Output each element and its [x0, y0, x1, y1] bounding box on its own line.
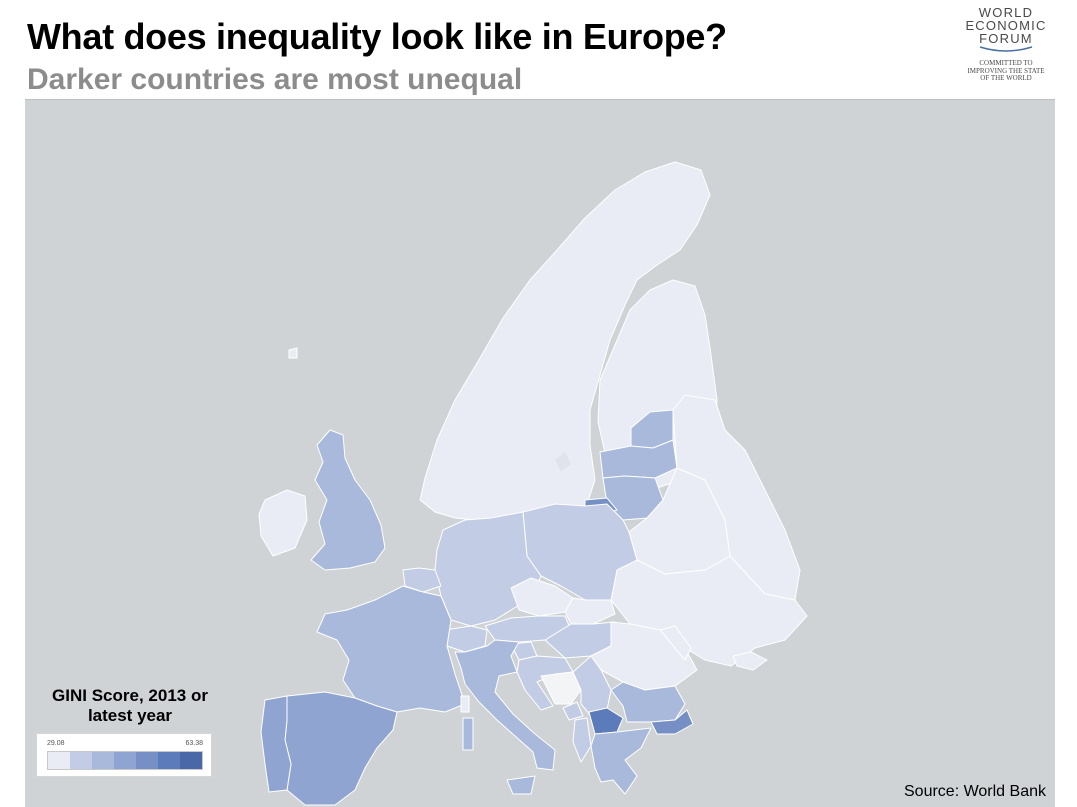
- country-montenegro: [562, 701, 584, 721]
- legend-swatch: [180, 752, 202, 769]
- logo-tagline-line: OF THE WORLD: [980, 74, 1032, 82]
- logo-tagline: COMMITTED TO IMPROVING THE STATE OF THE …: [958, 59, 1054, 83]
- country-france: [316, 585, 466, 713]
- country-macedonia: [588, 707, 624, 735]
- page-subtitle: Darker countries are most unequal: [27, 63, 523, 96]
- logo-wordmark-line: FORUM: [979, 31, 1033, 46]
- legend-color-scale: [47, 751, 203, 770]
- country-spain: [284, 691, 398, 806]
- country-italy: [454, 639, 556, 771]
- country-faroe: [288, 347, 298, 359]
- logo-wordmark-line: WORLD: [978, 5, 1034, 20]
- source-note: Source: World Bank: [904, 783, 1046, 800]
- country-albania: [572, 717, 592, 763]
- country-poland: [522, 503, 638, 601]
- legend-swatch: [48, 752, 70, 769]
- legend-swatch: [158, 752, 180, 769]
- country-bulgaria: [610, 681, 686, 723]
- country-belgium: [402, 567, 442, 593]
- logo-wordmark: WORLD ECONOMIC FORUM: [958, 6, 1054, 45]
- logo-wordmark-line: ECONOMIC: [965, 18, 1047, 33]
- page-title: What does inequality look like in Europe…: [27, 16, 727, 57]
- country-greece: [590, 727, 652, 795]
- legend-title-line1: GINI Score, 2013 or: [52, 686, 208, 705]
- legend-title-line2: latest year: [87, 706, 173, 725]
- country-bosnia: [540, 671, 582, 705]
- logo-tagline-line: COMMITTED TO: [979, 59, 1033, 67]
- country-great-britain: [310, 429, 386, 571]
- country-corsica: [460, 695, 470, 713]
- country-ireland: [258, 489, 308, 557]
- country-slovakia: [564, 597, 616, 625]
- legend-box: 29.08 63.38: [36, 733, 212, 777]
- country-crimea: [732, 651, 768, 671]
- legend-max-label: 63.38: [185, 740, 203, 747]
- country-croatia: [516, 655, 574, 711]
- country-sicily: [506, 775, 536, 795]
- country-portugal: [260, 695, 292, 793]
- country-sardinia: [462, 717, 474, 751]
- legend-swatch: [136, 752, 158, 769]
- country-moldova: [659, 625, 692, 661]
- legend-min-label: 29.08: [47, 740, 65, 747]
- country-turkey-thrace: [650, 709, 694, 735]
- europe-map-svg: [25, 100, 808, 806]
- europe-map: [25, 100, 1055, 807]
- logo-arc-icon: [979, 46, 1033, 52]
- legend-swatch: [70, 752, 92, 769]
- wef-logo: WORLD ECONOMIC FORUM COMMITTED TO IMPROV…: [958, 6, 1054, 98]
- header-divider: [25, 99, 1055, 100]
- logo-tagline-line: IMPROVING THE STATE: [967, 66, 1045, 75]
- legend-title: GINI Score, 2013 or latest year: [30, 686, 230, 726]
- legend-swatch: [92, 752, 114, 769]
- lake-vanern: [555, 452, 571, 472]
- country-russia-west: [672, 394, 801, 601]
- legend-swatch: [114, 752, 136, 769]
